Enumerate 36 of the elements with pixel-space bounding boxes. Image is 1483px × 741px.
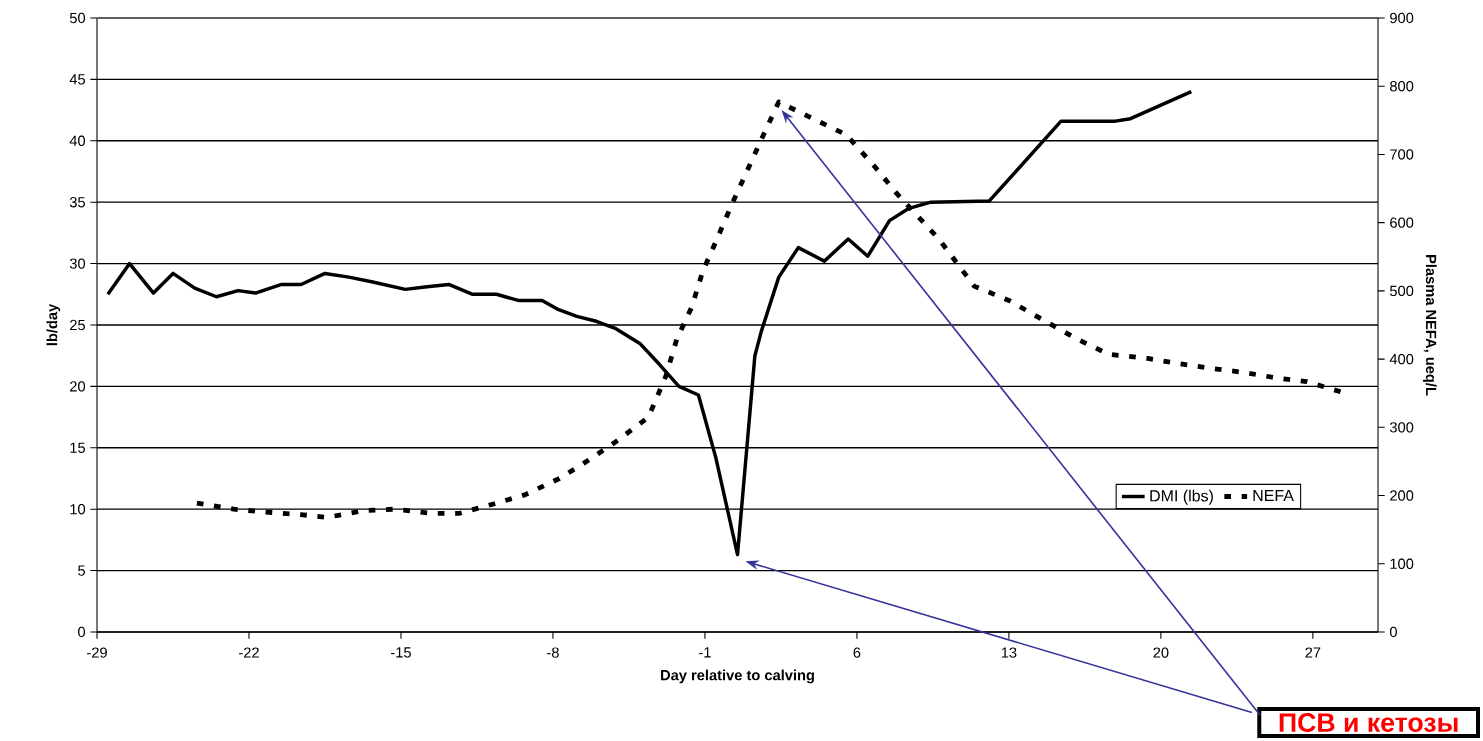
x-axis-title: Day relative to calving: [661, 669, 814, 684]
y-tick-label: 15: [70, 442, 85, 453]
legend-label: NEFA: [1253, 490, 1294, 502]
y2-tick-label: 200: [1390, 490, 1414, 501]
y-tick-label: 10: [70, 504, 86, 515]
x-tick-label: 20: [1153, 647, 1169, 658]
x-tick-label: 27: [1305, 647, 1321, 658]
y-tick-label: 35: [69, 197, 85, 208]
y-tick-label: 5: [78, 565, 86, 576]
y-tick-label: 30: [69, 258, 86, 269]
x-tick-label: -15: [391, 647, 411, 658]
y2-tick-label: 300: [1389, 422, 1414, 433]
x-tick-label: -29: [87, 647, 107, 658]
y-axis-title: lb/day: [46, 303, 61, 346]
y2-tick-label: 800: [1390, 81, 1414, 92]
legend-label: DMI (lbs): [1150, 489, 1213, 505]
text: ПСВ и кетозы: [1279, 713, 1458, 732]
y2-tick-label: 900: [1390, 12, 1414, 24]
x-tick-label: -8: [547, 647, 559, 658]
y-tick-label: 20: [70, 381, 86, 392]
y-tick-label: 40: [69, 135, 86, 146]
x-tick-label: -1: [699, 647, 711, 658]
x-tick-label: -22: [239, 647, 259, 658]
y2-tick-label: 600: [1390, 217, 1414, 228]
y-tick-label: 25: [70, 319, 85, 331]
y-tick-label: 50: [69, 12, 86, 24]
y2-tick-label: 100: [1390, 558, 1414, 569]
y2-tick-label: 700: [1390, 149, 1414, 160]
y-tick-label: 0: [78, 626, 86, 638]
y2-tick-label: 500: [1389, 285, 1414, 297]
y-tick-label: 45: [69, 74, 85, 85]
y2-tick-label: 0: [1389, 626, 1397, 638]
x-tick-label: 6: [853, 647, 861, 658]
y2-axis-title: Plasma NEFA, ueq/L: [1423, 255, 1437, 396]
x-tick-label: 13: [1001, 647, 1017, 658]
y2-tick-label: 400: [1389, 353, 1414, 365]
